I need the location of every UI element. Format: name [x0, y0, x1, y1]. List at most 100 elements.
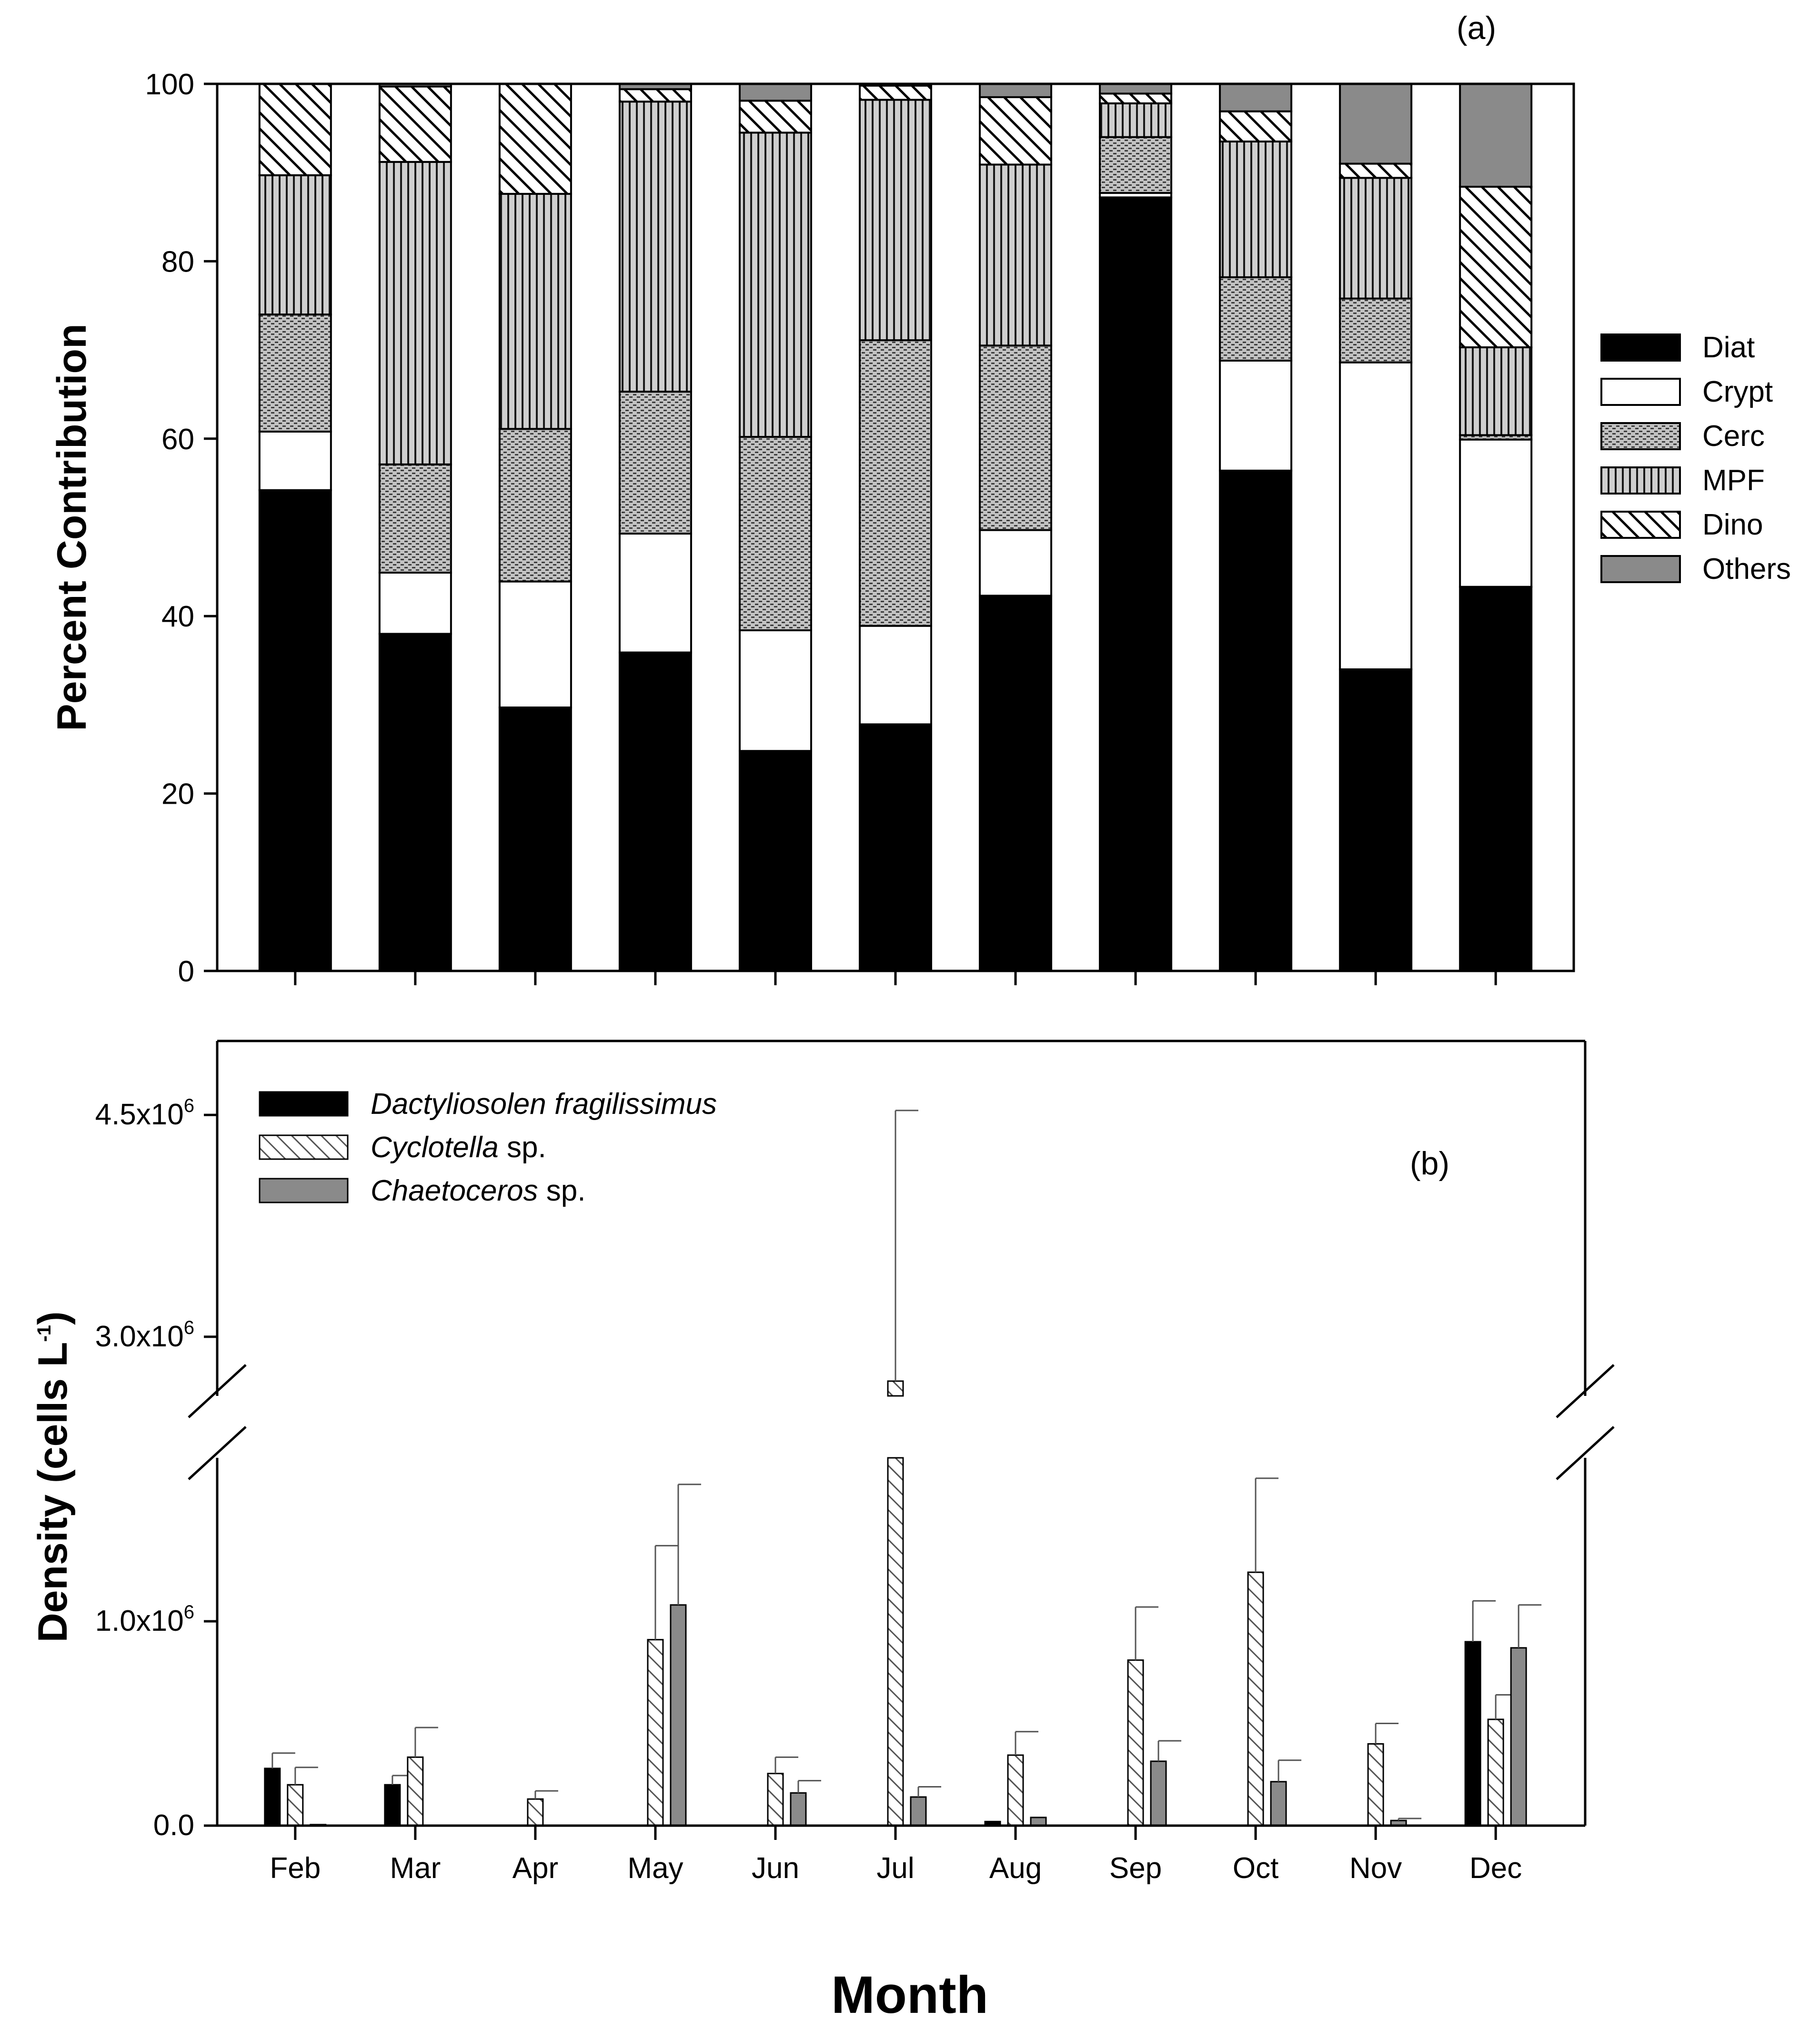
legend-swatch-cyclotella-sp [259, 1134, 349, 1160]
x-tick-label-mar: Mar [390, 1852, 441, 1885]
y-tick-label-4500000: 4.5x106 [95, 1095, 194, 1131]
panel-b-bars [220, 1110, 1582, 1827]
legend-label-chaetoceros-sp: Chaetoceros sp. [371, 1174, 585, 1207]
panel-b-chart: 0.0 1.0x106 3.0x106 4.5x106 Feb Mar Apr May Jun… [30, 1040, 1615, 1885]
bar-others-sep [1099, 83, 1173, 95]
axis-break-mark-1 [188, 1426, 247, 1480]
axis-break-gap [220, 1398, 1582, 1456]
bar-cerc-aug [979, 344, 1053, 531]
panel-a-legend: Diat Crypt Cerc MPF Dino Others [1600, 331, 1791, 586]
legend-label-cyclotella-sp: Cyclotella sp. [371, 1131, 546, 1164]
bar-diat-dec [1459, 586, 1533, 972]
bar-mpf-jul [859, 99, 932, 342]
bar-chaetoceros-sp-jun [790, 1792, 807, 1827]
bar-mpf-apr [498, 192, 572, 430]
axis-break-mark-2 [1556, 1364, 1615, 1418]
legend-label-diat: Diat [1702, 331, 1755, 364]
bar-dino-dec [1459, 185, 1533, 349]
y-tick-label-3000000: 3.0x106 [95, 1317, 194, 1353]
bar-crypt-oct [1219, 359, 1293, 472]
panel-b-label: (b) [1410, 1145, 1449, 1182]
bar-dino-jul [859, 84, 932, 101]
bar-dactyliosolen-fragilissimus-feb [264, 1767, 281, 1827]
bar-dactyliosolen-fragilissimus-dec [1464, 1641, 1481, 1827]
bar-diat-apr [498, 706, 572, 972]
legend-label-crypt: Crypt [1702, 375, 1773, 408]
bar-diat-jul [859, 723, 932, 972]
x-axis-title: Month [831, 1966, 988, 2024]
bar-dino-may [618, 88, 692, 103]
bar-cyclotella-sp-mar [407, 1756, 424, 1827]
bar-cyclotella-sp-nov [1367, 1743, 1384, 1827]
axis-break-mark-0 [188, 1364, 247, 1418]
legend-swatch-chaetoceros-sp [259, 1178, 349, 1203]
bar-dactyliosolen-fragilissimus-mar [384, 1784, 401, 1827]
bar-others-jun [738, 83, 812, 102]
bar-chaetoceros-sp-aug [1030, 1817, 1047, 1827]
legend-label-mpf: MPF [1702, 464, 1765, 497]
bar-crypt-jun [738, 629, 812, 752]
bar-crypt-apr [498, 580, 572, 708]
bar-dino-jun [738, 100, 812, 134]
bar-diat-may [618, 651, 692, 972]
bar-diat-nov [1339, 668, 1413, 972]
panel-a-label: (a) [1457, 10, 1496, 46]
bar-cerc-jun [738, 436, 812, 631]
bar-mpf-dec [1459, 346, 1533, 436]
bar-dino-feb [258, 83, 332, 176]
bar-crypt-aug [979, 529, 1053, 597]
panel-b-y-axis: 0.0 1.0x106 3.0x106 4.5x106 [95, 1095, 217, 1842]
panel-a-chart: (a) 0 20 40 60 80 100 Percent Contribution Di… [49, 10, 1791, 988]
panel-b-legend: Dactyliosolen fragilissimus Cyclotella sp… [259, 1088, 717, 1207]
bar-cerc-jul [859, 339, 932, 627]
y-tick-label-40: 40 [161, 600, 194, 633]
panel-b-x-axis: Feb Mar Apr May Jun Jul Aug Sep Oct Nov Dec [270, 1826, 1522, 1885]
bar-dino-aug [979, 96, 1053, 166]
bar-diat-feb [258, 489, 332, 972]
bar-cyclotella-sp-dec [1487, 1718, 1504, 1827]
y-tick-label-80: 80 [161, 245, 194, 278]
bar-diat-mar [378, 633, 452, 972]
bar-mpf-aug [979, 163, 1053, 347]
axis-break-mark-3 [1556, 1426, 1615, 1480]
bar-dino-nov [1339, 162, 1413, 179]
bar-cyclotella-sp-jul-upper [887, 1380, 904, 1397]
bar-mpf-mar [378, 161, 452, 465]
bar-others-oct [1219, 83, 1293, 112]
panel-a-x-axis [294, 971, 1497, 985]
panel-b-plot-frame [188, 1040, 1615, 1827]
bar-mpf-oct [1219, 141, 1293, 278]
bar-cyclotella-sp-may [647, 1639, 664, 1827]
legend-swatch-crypt [1600, 378, 1681, 406]
panel-a-y-axis: 0 20 40 60 80 100 [145, 68, 217, 988]
y-tick-label-60: 60 [161, 423, 194, 456]
bar-cyclotella-sp-feb [287, 1784, 304, 1827]
bar-crypt-mar [378, 571, 452, 635]
x-tick-label-apr: Apr [513, 1852, 558, 1885]
y-tick-label-0: 0 [178, 955, 194, 988]
bar-cerc-nov [1339, 297, 1413, 364]
y-tick-label-20: 20 [161, 778, 194, 811]
bar-cerc-apr [498, 428, 572, 583]
x-tick-label-jul: Jul [876, 1852, 914, 1885]
x-tick-label-sep: Sep [1109, 1852, 1162, 1885]
bar-diat-jun [738, 750, 812, 972]
bar-mpf-feb [258, 174, 332, 316]
legend-swatch-diat [1600, 333, 1681, 362]
bar-others-aug [979, 83, 1053, 98]
bar-crypt-nov [1339, 361, 1413, 670]
bar-cerc-oct [1219, 276, 1293, 362]
x-tick-label-oct: Oct [1233, 1852, 1278, 1885]
bar-chaetoceros-sp-oct [1270, 1781, 1287, 1827]
y-tick-label-100: 100 [145, 68, 194, 101]
legend-swatch-dactyliosolen-fragilissimus [259, 1091, 349, 1117]
legend-swatch-cerc [1600, 422, 1681, 450]
legend-label-others: Others [1702, 553, 1791, 586]
panel-b-y-axis-title: Density (cells L-1) [30, 1311, 76, 1642]
bar-diat-aug [979, 595, 1053, 972]
bar-cerc-feb [258, 313, 332, 433]
bar-mpf-nov [1339, 177, 1413, 300]
y-tick-label-0: 0.0 [153, 1809, 194, 1842]
bar-crypt-may [618, 533, 692, 654]
